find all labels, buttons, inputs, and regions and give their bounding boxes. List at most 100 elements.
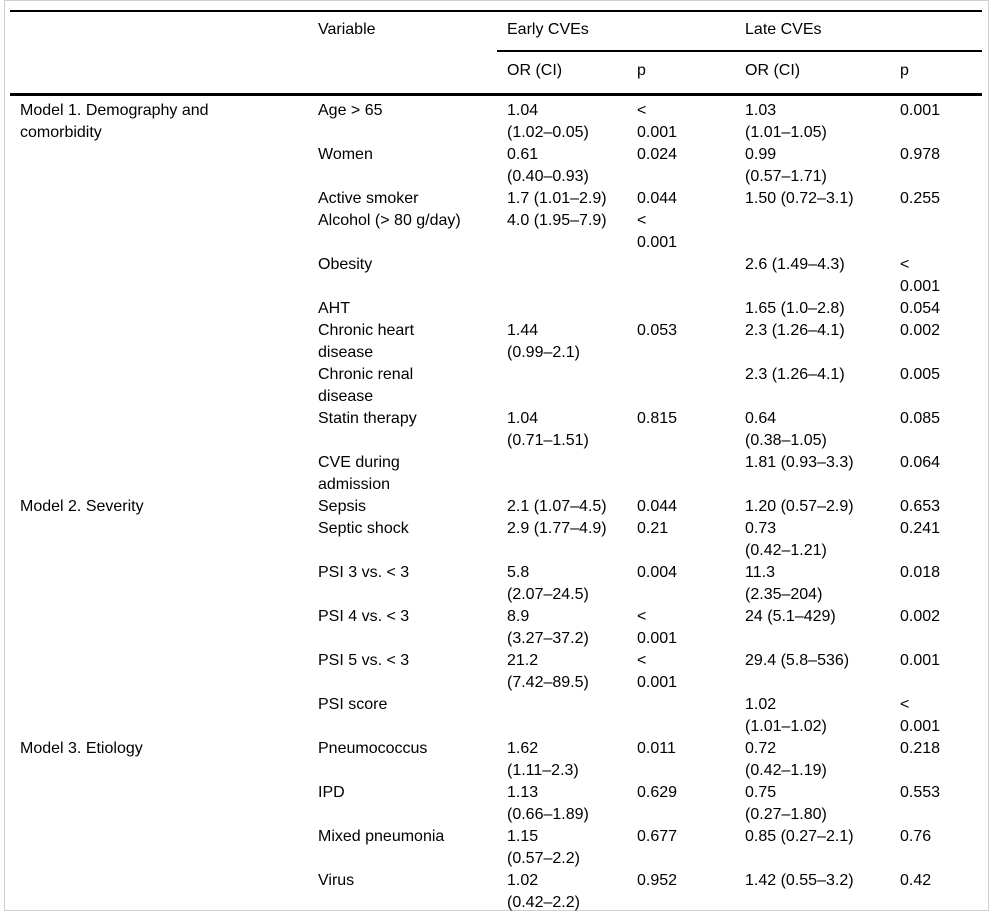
late-or-cell: 29.4 (5.8–536) — [745, 652, 850, 669]
variable-cell: PSI 5 vs. < 3 — [318, 652, 410, 669]
model-group-cell — [10, 254, 308, 298]
table-row: Virus 1.02 (0.42–2.2) 0.952 1.42 (0.55–3.2)… — [10, 870, 982, 912]
variable-cell: IPD — [318, 784, 345, 801]
late-p-cell: 0.978 — [900, 146, 941, 163]
variable-cell: Septic shock — [318, 520, 409, 537]
model-group-cell — [10, 826, 308, 870]
header-early-cves: Early CVEs — [497, 11, 736, 52]
late-or-cell: 1.65 (1.0–2.8) — [745, 300, 845, 317]
early-p-cell — [627, 298, 735, 320]
variable-cell: AHT — [318, 300, 350, 317]
early-or-cell — [497, 364, 627, 408]
late-or-cell: 1.42 (0.55–3.2) — [745, 872, 854, 889]
model-group-cell — [10, 452, 308, 496]
variable-cell: Statin therapy — [318, 410, 417, 427]
model-group-cell — [10, 364, 308, 408]
late-p-cell: 0.005 — [900, 366, 941, 383]
model-group-cell: Model 1. Demography and comorbidity — [20, 102, 209, 141]
variable-cell: PSI 4 vs. < 3 — [318, 608, 410, 625]
variable-cell: Pneumococcus — [318, 740, 428, 757]
early-or-cell: 21.2 (7.42–89.5) — [507, 652, 589, 691]
early-or-cell: 1.04 (1.02–0.05) — [507, 102, 589, 141]
early-p-cell: 0.815 — [637, 410, 678, 427]
early-p-cell: 0.004 — [637, 564, 678, 581]
early-p-cell: 0.011 — [637, 740, 676, 757]
late-or-cell: 0.64 (0.38–1.05) — [745, 410, 827, 449]
late-or-cell: 24 (5.1–429) — [745, 608, 836, 625]
variable-cell: Chronic heart disease — [318, 322, 415, 361]
early-p-cell — [627, 452, 735, 496]
table-row: AHT 1.65 (1.0–2.8) 0.054 — [10, 298, 982, 320]
variable-cell: Virus — [318, 872, 355, 889]
header-empty-group — [10, 11, 308, 51]
model-group-cell — [10, 144, 308, 188]
early-p-cell — [627, 364, 735, 408]
early-p-cell: 0.024 — [637, 146, 678, 163]
early-p-cell: 0.044 — [637, 190, 678, 207]
early-or-cell: 2.9 (1.77–4.9) — [507, 520, 607, 537]
model-group-cell — [10, 320, 308, 364]
table-header: Variable Early CVEs Late CVEs OR (CI) p … — [10, 11, 983, 96]
early-p-cell: 0.677 — [637, 828, 678, 845]
early-or-cell: 4.0 (1.95–7.9) — [507, 212, 607, 229]
variable-cell: Alcohol (> 80 g/day) — [318, 212, 461, 229]
early-p-cell: < 0.001 — [637, 652, 678, 691]
variable-cell: Women — [318, 146, 373, 163]
early-or-cell — [497, 694, 627, 738]
late-p-cell: < 0.001 — [900, 256, 941, 295]
late-p-cell: 0.218 — [900, 740, 941, 757]
table-row: Alcohol (> 80 g/day) 4.0 (1.95–7.9) < 0.00… — [10, 210, 982, 254]
late-or-cell — [735, 210, 890, 254]
early-p-cell: < 0.001 — [637, 212, 678, 251]
variable-cell: Obesity — [318, 256, 373, 273]
model-group-cell — [10, 650, 308, 694]
late-or-cell: 1.20 (0.57–2.9) — [745, 498, 854, 515]
model-group-cell — [10, 562, 308, 606]
late-p-cell: 0.001 — [900, 652, 941, 669]
subheader-p-late: p — [890, 51, 983, 96]
early-or-cell — [497, 452, 627, 496]
table-row: Chronic heart disease 1.44 (0.99–2.1) 0.05… — [10, 320, 982, 364]
header-late-cves: Late CVEs — [735, 11, 983, 52]
early-p-cell: < 0.001 — [637, 608, 678, 647]
early-p-cell — [627, 254, 735, 298]
late-p-cell: 0.002 — [900, 608, 941, 625]
early-or-cell: 5.8 (2.07–24.5) — [507, 564, 589, 603]
table-row: Septic shock 2.9 (1.77–4.9) 0.21 0.73 (0.42… — [10, 518, 982, 562]
early-or-cell: 1.13 (0.66–1.89) — [507, 784, 589, 823]
late-or-cell: 11.3 (2.35–204) — [745, 564, 823, 603]
table-row: Model 2. Severity Sepsis 2.1 (1.07–4.5) 0.0… — [10, 496, 982, 518]
early-or-cell — [497, 254, 627, 298]
results-table: Variable Early CVEs Late CVEs OR (CI) p … — [10, 10, 983, 912]
late-p-cell: < 0.001 — [900, 696, 941, 735]
early-p-cell — [627, 694, 735, 738]
subheader-or-ci-late: OR (CI) — [735, 51, 891, 96]
early-or-cell: 1.04 (0.71–1.51) — [507, 410, 589, 449]
early-p-cell: 0.21 — [637, 520, 669, 537]
variable-cell: CVE during admission — [318, 454, 400, 493]
table-row: PSI 5 vs. < 3 21.2 (7.42–89.5) < 0.001 29.4… — [10, 650, 982, 694]
model-group-cell — [10, 210, 308, 254]
late-p-cell: 0.002 — [900, 322, 941, 339]
early-p-cell: 0.629 — [637, 784, 678, 801]
late-or-cell: 0.99 (0.57–1.71) — [745, 146, 827, 185]
model-group-cell: Model 2. Severity — [20, 498, 144, 515]
late-or-cell: 2.6 (1.49–4.3) — [745, 256, 845, 273]
late-p-cell: 0.553 — [900, 784, 941, 801]
model-group-cell — [10, 694, 308, 738]
late-p-cell: 0.064 — [900, 454, 941, 471]
table-row: IPD 1.13 (0.66–1.89) 0.629 0.75 (0.27–1.80)… — [10, 782, 982, 826]
model-group-cell — [10, 518, 308, 562]
late-or-cell: 1.50 (0.72–3.1) — [745, 190, 854, 207]
subheader-p-early: p — [627, 51, 736, 96]
table-row: CVE during admission 1.81 (0.93–3.3) 0.064 — [10, 452, 982, 496]
early-or-cell: 1.15 (0.57–2.2) — [507, 828, 580, 867]
late-or-cell: 1.03 (1.01–1.05) — [745, 102, 827, 141]
early-p-cell: < 0.001 — [637, 102, 678, 141]
table-row: Obesity 2.6 (1.49–4.3) < 0.001 — [10, 254, 982, 298]
variable-cell: Sepsis — [318, 498, 367, 515]
late-p-cell: 0.001 — [900, 102, 941, 119]
header-row-measures: OR (CI) p OR (CI) p — [10, 51, 983, 96]
early-or-cell: 8.9 (3.27–37.2) — [507, 608, 589, 647]
